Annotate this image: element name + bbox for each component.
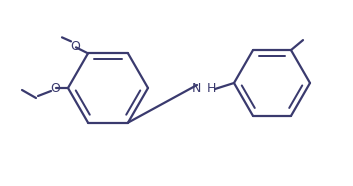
- Text: H: H: [207, 81, 216, 94]
- Text: N: N: [192, 81, 201, 94]
- Text: O: O: [70, 40, 80, 53]
- Text: O: O: [50, 81, 60, 94]
